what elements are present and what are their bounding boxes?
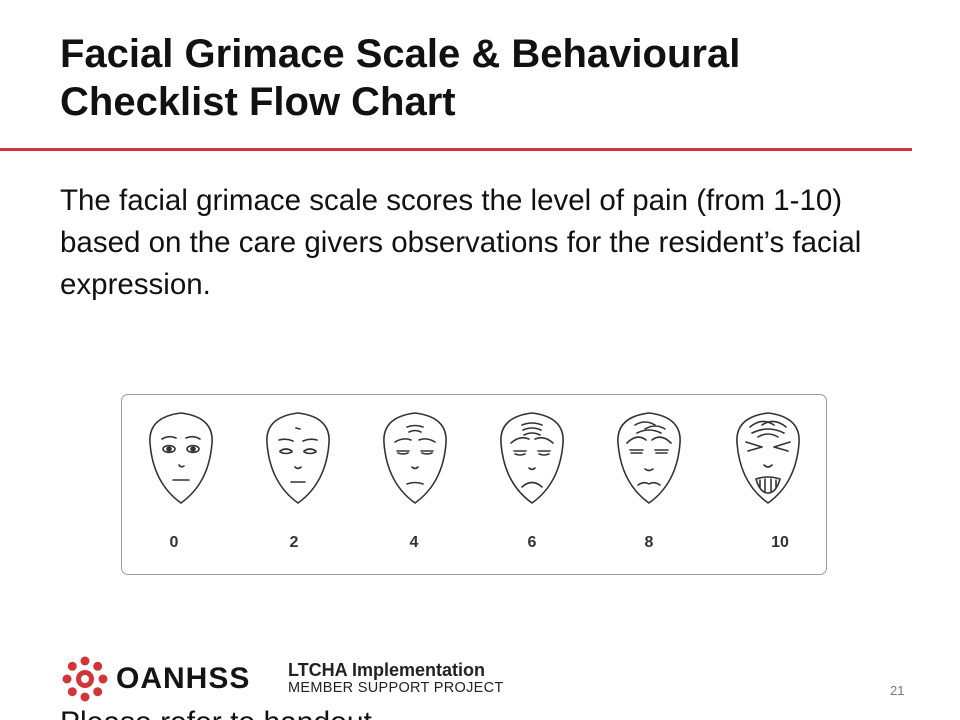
score-label-4: 4 (410, 534, 419, 551)
ltcha-title: LTCHA Implementation (288, 660, 485, 680)
face-8 (617, 412, 681, 504)
slide-body-text: The facial grimace scale scores the leve… (60, 184, 862, 301)
title-divider (0, 148, 912, 151)
oanhss-logo-mark-icon (62, 656, 108, 702)
score-label-8: 8 (645, 534, 654, 551)
facial-grimace-scale-image: 0 2 4 6 8 10 (121, 394, 827, 575)
face-6 (500, 412, 564, 504)
face-4 (383, 412, 447, 504)
face-0 (149, 412, 213, 504)
oanhss-logo: OANHSS (62, 654, 250, 704)
slide-title: Facial Grimace Scale & Behavioural Check… (60, 32, 741, 124)
page-number: 21 (890, 683, 905, 698)
faces-illustration: 0 2 4 6 8 10 (149, 412, 800, 551)
ltcha-project-label: LTCHA Implementation MEMBER SUPPORT PROJ… (288, 660, 504, 697)
score-label-0: 0 (170, 534, 179, 551)
oanhss-wordmark: OANHSS (116, 662, 251, 695)
cut-off-body-text: Please refer to handout (60, 703, 760, 720)
ltcha-subtitle: MEMBER SUPPORT PROJECT (288, 680, 504, 696)
face-2 (266, 412, 330, 504)
score-label-2: 2 (290, 534, 299, 551)
score-label-6: 6 (528, 534, 537, 551)
face-10 (736, 412, 800, 504)
score-label-10: 10 (771, 534, 789, 551)
